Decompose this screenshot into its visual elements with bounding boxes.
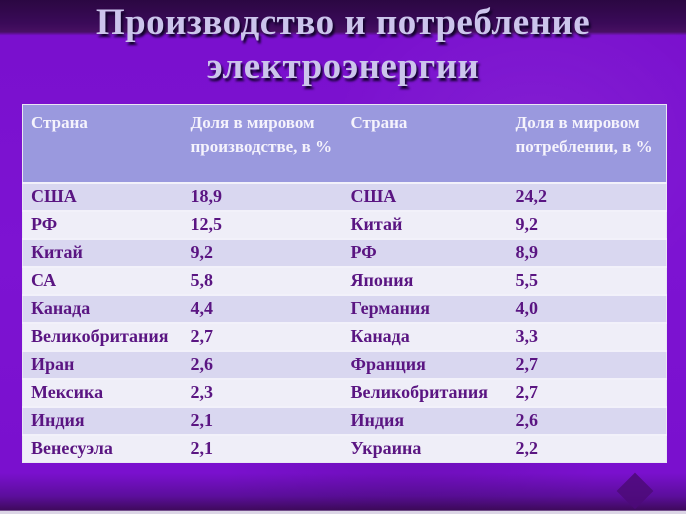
cell-country: Канада [22, 293, 183, 323]
cell-country: Иран [22, 349, 183, 379]
title-line-1: Производство и потребление [95, 2, 591, 43]
cell-country: РФ [342, 237, 508, 267]
cell-value: 4,0 [507, 293, 667, 323]
cell-country: Китай [22, 237, 183, 267]
table-row: Мексика 2,3 Великобритания 2,7 [22, 377, 667, 407]
cell-value: 8,9 [507, 237, 667, 267]
cell-value: 2,7 [507, 377, 667, 407]
cell-value: 24,2 [507, 181, 667, 211]
cell-value: 3,3 [507, 321, 667, 351]
cell-value: 2,1 [182, 433, 343, 463]
cell-country: Канада [342, 321, 508, 351]
cell-value: 9,2 [182, 237, 343, 267]
table-row: Великобритания 2,7 Канада 3,3 [22, 321, 667, 351]
header-country-production: Страна [22, 104, 183, 183]
table-row: РФ 12,5 Китай 9,2 [22, 209, 667, 239]
table-row: Китай 9,2 РФ 8,9 [22, 237, 667, 267]
cell-value: 2,6 [507, 405, 667, 435]
cell-value: 2,1 [182, 405, 343, 435]
cell-country: Великобритания [342, 377, 508, 407]
cell-country: США [22, 181, 183, 211]
table-row: Иран 2,6 Франция 2,7 [22, 349, 667, 379]
cell-country: РФ [22, 209, 183, 239]
cell-country: СА [22, 265, 183, 295]
cell-value: 12,5 [182, 209, 343, 239]
header-consumption-share: Доля в мировом потреблении, в % [507, 104, 667, 183]
cell-country: Венесуэла [22, 433, 183, 463]
cell-country: Индия [342, 405, 508, 435]
slide-title: Производство и потребление электроэнерги… [0, 1, 686, 89]
cell-value: 9,2 [507, 209, 667, 239]
cell-country: Китай [342, 209, 508, 239]
corner-accent-decoration [616, 472, 654, 510]
cell-value: 2,7 [182, 321, 343, 351]
table-header-row: Страна Доля в мировом производстве, в % … [22, 104, 667, 183]
table-row: Канада 4,4 Германия 4,0 [22, 293, 667, 323]
table-row: США 18,9 США 24,2 [22, 181, 667, 211]
cell-country: Мексика [22, 377, 183, 407]
cell-country: Индия [22, 405, 183, 435]
cell-value: 5,8 [182, 265, 343, 295]
cell-value: 4,4 [182, 293, 343, 323]
cell-value: 2,3 [182, 377, 343, 407]
title-line-2: электроэнергии [206, 46, 480, 87]
cell-country: США [342, 181, 508, 211]
electricity-table: Страна Доля в мировом производстве, в % … [22, 104, 667, 463]
cell-value: 2,6 [182, 349, 343, 379]
cell-value: 2,7 [507, 349, 667, 379]
cell-country: Великобритания [22, 321, 183, 351]
cell-country: Германия [342, 293, 508, 323]
cell-value: 18,9 [182, 181, 343, 211]
header-production-share: Доля в мировом производстве, в % [182, 104, 343, 183]
table-row: Индия 2,1 Индия 2,6 [22, 405, 667, 435]
cell-country: Украина [342, 433, 508, 463]
cell-value: 2,2 [507, 433, 667, 463]
cell-country: Франция [342, 349, 508, 379]
cell-country: Япония [342, 265, 508, 295]
header-country-consumption: Страна [342, 104, 508, 183]
table-row: Венесуэла 2,1 Украина 2,2 [22, 433, 667, 463]
cell-value: 5,5 [507, 265, 667, 295]
table-row: СА 5,8 Япония 5,5 [22, 265, 667, 295]
